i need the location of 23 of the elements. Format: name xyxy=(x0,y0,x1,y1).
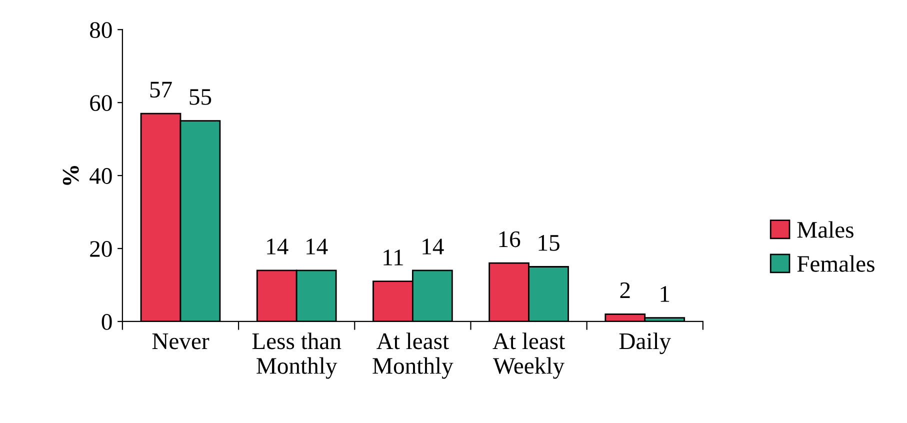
y-tick-label: 40 xyxy=(90,168,112,184)
data-label: 14 xyxy=(422,238,444,254)
data-label: 15 xyxy=(538,235,560,251)
y-tick-label: 20 xyxy=(90,241,112,257)
x-tick-label: At least Weekly xyxy=(492,332,566,379)
data-label: 16 xyxy=(499,231,520,248)
data-label: 2 xyxy=(620,282,630,298)
data-label: 11 xyxy=(384,250,403,266)
y-tick-label: 60 xyxy=(90,95,112,111)
legend-label: Males xyxy=(797,221,854,238)
data-label: 55 xyxy=(190,89,212,105)
data-label: 57 xyxy=(150,82,172,98)
x-tick-label: Less than Monthly xyxy=(252,332,342,379)
legend-label: Females xyxy=(797,255,874,272)
y-tick-label: 0 xyxy=(102,314,112,330)
data-label: 14 xyxy=(306,238,328,254)
y-axis-title: % xyxy=(62,166,79,185)
x-tick-label: At least Monthly xyxy=(372,332,454,379)
y-tick-label: 80 xyxy=(90,22,112,38)
data-label: 14 xyxy=(267,238,288,254)
x-tick-label: Daily xyxy=(619,332,672,354)
x-tick-label: Never xyxy=(152,334,210,350)
data-label: 1 xyxy=(660,286,670,302)
